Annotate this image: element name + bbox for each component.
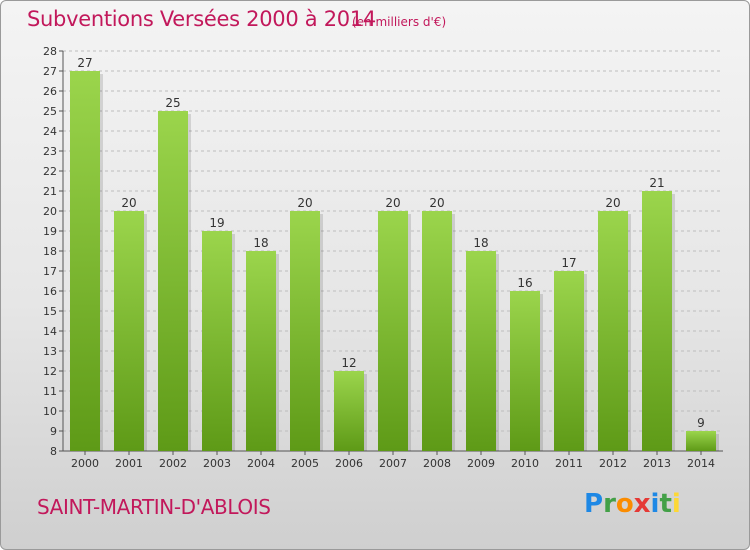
bar — [466, 251, 496, 451]
y-tick-label: 19 — [43, 225, 57, 238]
x-tick-label: 2001 — [115, 457, 143, 470]
y-tick-label: 28 — [43, 45, 57, 58]
y-tick-label: 14 — [43, 325, 57, 338]
unit-note: (en milliers d'€) — [352, 15, 447, 29]
data-label: 9 — [697, 416, 705, 430]
axes: 8 9 10 11 12 13 14 15 16 17 18 19 20 21 22 23 24 25 26 27 28… — [43, 45, 723, 470]
commune-name: SAINT-MARTIN-D'ABLOIS — [37, 495, 271, 519]
y-tick-label: 23 — [43, 145, 57, 158]
bar — [422, 211, 452, 451]
x-tick-label: 2004 — [247, 457, 275, 470]
data-label: 16 — [517, 276, 532, 290]
x-tick-label: 2011 — [555, 457, 583, 470]
data-label: 12 — [341, 356, 356, 370]
data-label: 27 — [77, 56, 92, 70]
data-label: 21 — [649, 176, 664, 190]
proxiti-logo: Proxiti — [584, 489, 681, 519]
y-tick-label: 17 — [43, 265, 57, 278]
y-tick-label: 20 — [43, 205, 57, 218]
y-tick-label: 9 — [50, 425, 57, 438]
bar — [158, 111, 188, 451]
bar — [202, 231, 232, 451]
y-tick-label: 26 — [43, 85, 57, 98]
data-label: 20 — [121, 196, 136, 210]
bar — [70, 71, 100, 451]
bars — [70, 71, 719, 451]
x-tick-label: 2006 — [335, 457, 363, 470]
bar — [554, 271, 584, 451]
y-tick-label: 8 — [50, 445, 57, 458]
bar — [334, 371, 364, 451]
x-tick-label: 2012 — [599, 457, 627, 470]
x-tick-label: 2007 — [379, 457, 407, 470]
data-label: 18 — [473, 236, 488, 250]
bar — [686, 431, 716, 451]
y-tick-label: 10 — [43, 405, 57, 418]
y-tick-label: 16 — [43, 285, 57, 298]
bar — [290, 211, 320, 451]
x-tick-label: 2002 — [159, 457, 187, 470]
x-tick-label: 2010 — [511, 457, 539, 470]
bar — [246, 251, 276, 451]
data-label: 17 — [561, 256, 576, 270]
data-label: 20 — [605, 196, 620, 210]
x-tick-label: 2003 — [203, 457, 231, 470]
data-label: 18 — [253, 236, 268, 250]
x-tick-label: 2009 — [467, 457, 495, 470]
data-label: 20 — [385, 196, 400, 210]
bar — [642, 191, 672, 451]
y-tick-label: 13 — [43, 345, 57, 358]
data-label: 25 — [165, 96, 180, 110]
x-tick-label: 2013 — [643, 457, 671, 470]
y-tick-label: 22 — [43, 165, 57, 178]
x-tick-label: 2005 — [291, 457, 319, 470]
x-tick-label: 2014 — [687, 457, 715, 470]
data-label: 20 — [429, 196, 444, 210]
y-tick-label: 27 — [43, 65, 57, 78]
y-tick-label: 24 — [43, 125, 57, 138]
data-labels: 27 20 25 19 18 20 12 20 20 18 16 17 20 21 9 — [77, 56, 704, 430]
y-tick-label: 12 — [43, 365, 57, 378]
bar — [378, 211, 408, 451]
x-tick-label: 2000 — [71, 457, 99, 470]
x-tick-label: 2008 — [423, 457, 451, 470]
chart-title: Subventions Versées 2000 à 2014 — [27, 7, 376, 31]
data-label: 19 — [209, 216, 224, 230]
bar — [114, 211, 144, 451]
data-label: 20 — [297, 196, 312, 210]
y-tick-label: 15 — [43, 305, 57, 318]
y-tick-label: 25 — [43, 105, 57, 118]
y-tick-label: 21 — [43, 185, 57, 198]
bar — [510, 291, 540, 451]
y-tick-label: 11 — [43, 385, 57, 398]
y-tick-label: 18 — [43, 245, 57, 258]
bar — [598, 211, 628, 451]
